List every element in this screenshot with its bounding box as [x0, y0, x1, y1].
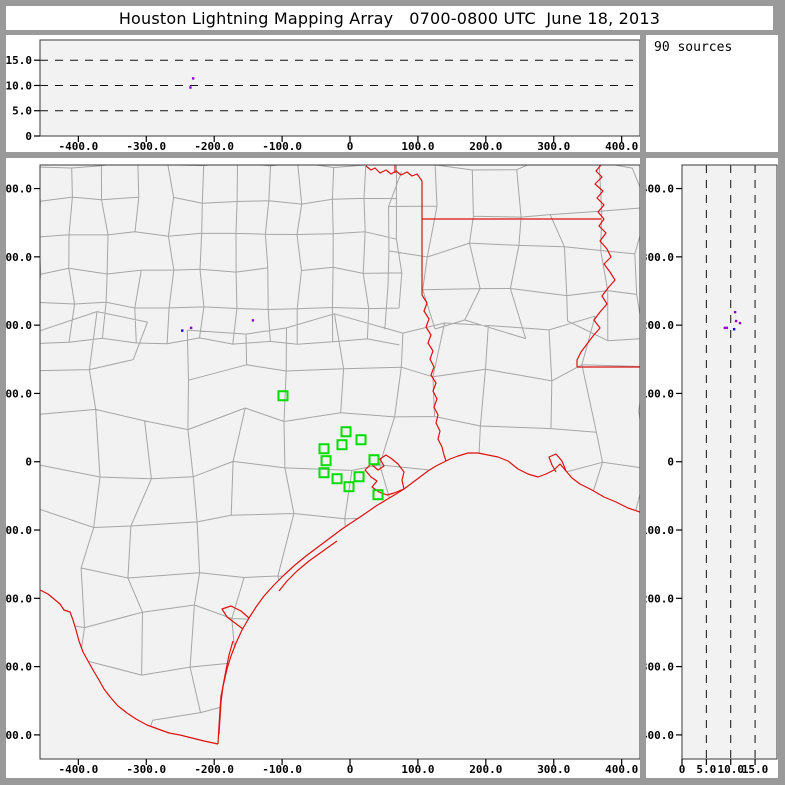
svg-text:200.0: 200.0 [6, 319, 32, 332]
svg-text:-200.0: -200.0 [646, 592, 674, 605]
svg-text:0: 0 [347, 763, 354, 776]
svg-text:0: 0 [25, 456, 32, 469]
svg-text:-100.0: -100.0 [6, 524, 32, 537]
svg-text:10.0: 10.0 [6, 79, 32, 92]
svg-text:100.0: 100.0 [401, 763, 434, 776]
svg-text:400.0: 400.0 [605, 763, 638, 776]
plan-view-map-panel[interactable]: -400.0 -300.0 -200.0 -100.0 0 100.0 200.0 300.0… [6, 158, 640, 778]
svg-text:200.0: 200.0 [469, 140, 502, 152]
svg-text:-200.0: -200.0 [194, 763, 234, 776]
svg-text:-400.0: -400.0 [58, 763, 98, 776]
altitude-vs-east-west-axes: -400.0 -300.0 -200.0 -100.0 0 100.0 200.0 300.0… [6, 54, 638, 152]
plan-view-map-axes: -400.0 -300.0 -200.0 -100.0 0 100.0 200.0 300.0… [6, 183, 638, 776]
window-title: Houston Lightning Mapping Array 0700-080… [118, 8, 661, 28]
svg-text:-100.0: -100.0 [262, 140, 302, 152]
svg-text:15.0: 15.0 [742, 763, 769, 776]
altitude-ns-panel[interactable]: 0 5.010.015.0 400.0 300.0 200.0 100.0 0 -100.0 -… [646, 158, 778, 778]
svg-text:300.0: 300.0 [646, 251, 674, 264]
plan-view-map-source-points [181, 319, 255, 332]
svg-text:200.0: 200.0 [469, 763, 502, 776]
title-bar: Houston Lightning Mapping Array 0700-080… [6, 6, 773, 30]
svg-text:300.0: 300.0 [537, 140, 570, 152]
altitude-vs-north-south-axes: 0 5.010.015.0 400.0 300.0 200.0 100.0 0 -100.0 -… [646, 183, 768, 776]
sources-count-label: 90 sources [654, 40, 733, 55]
altitude-ew-panel[interactable]: -400.0 -300.0 -200.0 -100.0 0 100.0 200.0 300.0… [6, 35, 640, 152]
svg-text:200.0: 200.0 [646, 319, 674, 332]
svg-text:-400.0: -400.0 [646, 729, 674, 742]
svg-text:100.0: 100.0 [6, 387, 32, 400]
svg-text:-300.0: -300.0 [126, 763, 166, 776]
svg-text:100.0: 100.0 [401, 140, 434, 152]
lma-station-markers [277, 390, 384, 501]
svg-text:400.0: 400.0 [6, 183, 32, 196]
svg-text:-100.0: -100.0 [646, 524, 674, 537]
svg-text:-400.0: -400.0 [6, 729, 32, 742]
svg-text:300.0: 300.0 [537, 763, 570, 776]
svg-text:5.0: 5.0 [696, 763, 716, 776]
svg-text:0: 0 [679, 763, 686, 776]
svg-text:15.0: 15.0 [6, 54, 32, 67]
svg-text:-300.0: -300.0 [126, 140, 166, 152]
svg-text:0: 0 [667, 456, 674, 469]
svg-text:-200.0: -200.0 [6, 592, 32, 605]
altitude-vs-north-south-source-points [723, 310, 742, 331]
svg-text:300.0: 300.0 [6, 251, 32, 264]
svg-text:400.0: 400.0 [605, 140, 638, 152]
svg-text:5.0: 5.0 [12, 105, 32, 118]
svg-text:10.0: 10.0 [717, 763, 744, 776]
svg-text:0: 0 [347, 140, 354, 152]
svg-text:-300.0: -300.0 [646, 661, 674, 674]
svg-text:100.0: 100.0 [646, 387, 674, 400]
svg-text:-200.0: -200.0 [194, 140, 234, 152]
svg-text:0: 0 [25, 130, 32, 143]
state-borders-coastline-layer [39, 164, 640, 745]
svg-text:400.0: 400.0 [646, 183, 674, 196]
altitude-vs-east-west-source-points [189, 77, 195, 89]
svg-text:-400.0: -400.0 [58, 140, 98, 152]
svg-text:-100.0: -100.0 [262, 763, 302, 776]
sources-count-panel: 90 sources [646, 35, 778, 152]
svg-text:-300.0: -300.0 [6, 661, 32, 674]
